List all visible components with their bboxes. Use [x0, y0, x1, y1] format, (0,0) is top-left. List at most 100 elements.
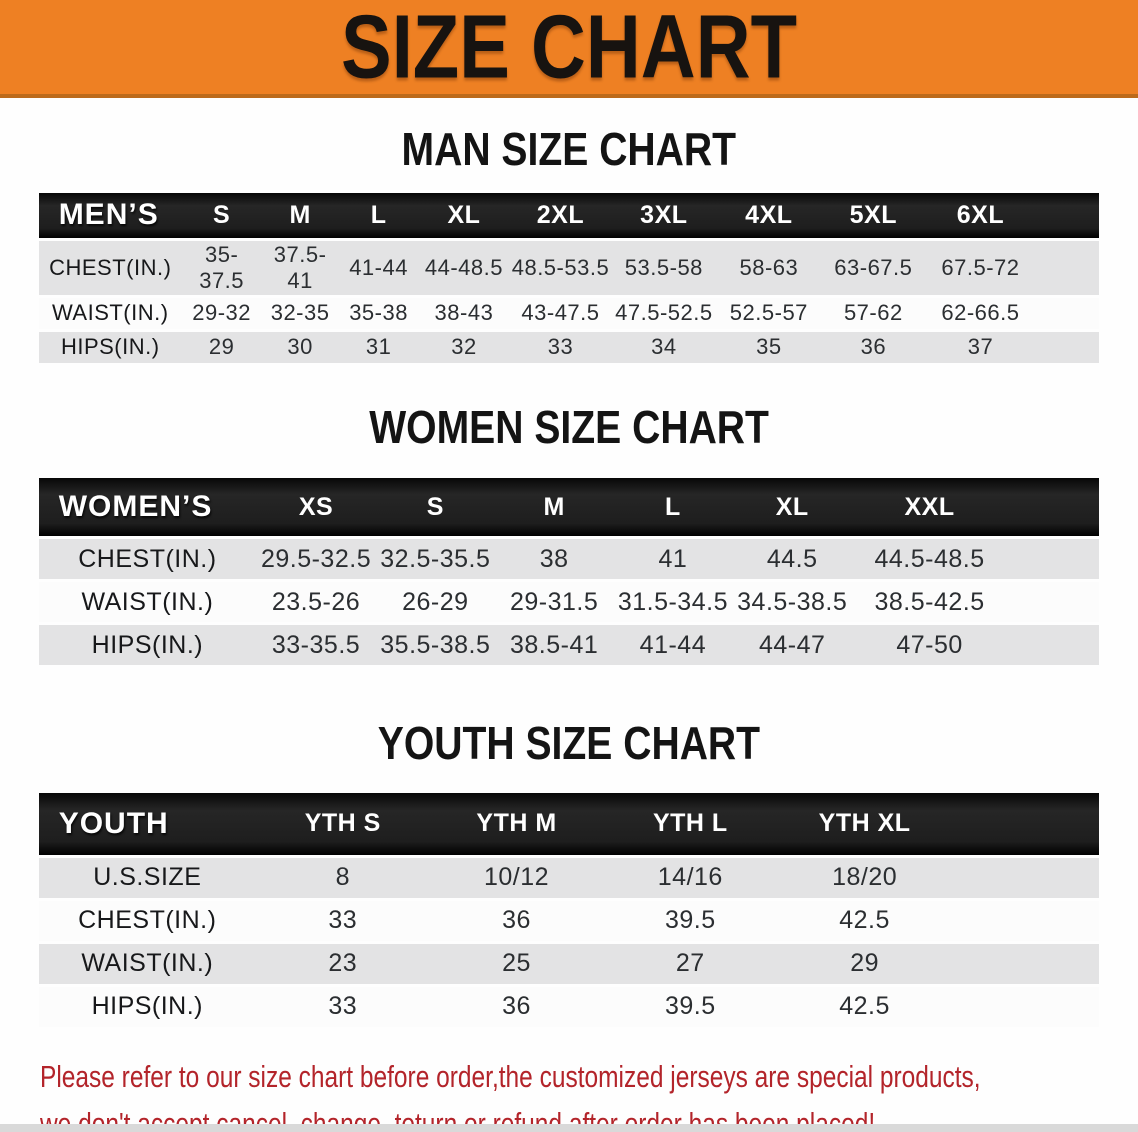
measurement-value: 33 — [255, 986, 430, 1027]
size-column-header: S — [375, 478, 495, 537]
size-column-header: M — [261, 192, 339, 238]
measurement-value: 43-47.5 — [509, 297, 612, 329]
size-column-header: 2XL — [509, 192, 612, 238]
measurement-label: HIPS(IN.) — [38, 331, 182, 363]
measurement-value: 58-63 — [716, 240, 822, 295]
women-section-title: WOMEN SIZE CHART — [0, 400, 1138, 454]
row-spacer-cell — [1035, 331, 1100, 363]
table-corner-label: WOMEN’S — [38, 478, 257, 537]
measurement-value: 41 — [613, 539, 733, 580]
measurement-value: 37 — [925, 331, 1036, 363]
measurement-row: U.S.SIZE 8 10/12 14/16 18/20 — [38, 857, 1100, 898]
measurement-value: 38 — [494, 539, 614, 580]
youth-size-table: YOUTH YTH S YTH M YTH L YTH XL U.S.SIZE 8 10/12… — [38, 790, 1100, 1030]
measurement-value: 33 — [509, 331, 612, 363]
measurement-row: WAIST(IN.) 23 25 27 29 — [38, 943, 1100, 984]
size-column-header: 5XL — [821, 192, 926, 238]
measurement-value: 39.5 — [603, 900, 778, 941]
measurement-value: 32 — [418, 331, 510, 363]
measurement-value: 47-50 — [852, 625, 1007, 666]
measurement-row: WAIST(IN.) 29-32 32-35 35-38 38-43 43-47.5 47.… — [38, 297, 1100, 329]
measurement-value: 33 — [255, 900, 430, 941]
measurement-value: 41-44 — [613, 625, 733, 666]
measurement-label: WAIST(IN.) — [38, 297, 182, 329]
page-title-text: SIZE CHART — [341, 0, 797, 98]
women-size-section: WOMEN SIZE CHART WOMEN’S XS S M L XL XXL CHEST(… — [0, 400, 1138, 669]
measurement-label: WAIST(IN.) — [38, 943, 256, 984]
measurement-value: 29-31.5 — [494, 582, 614, 623]
measurement-value: 47.5-52.5 — [611, 297, 717, 329]
size-column-header: M — [494, 478, 614, 537]
row-spacer-cell — [952, 986, 1100, 1027]
row-spacer-cell — [952, 857, 1100, 898]
measurement-value: 63-67.5 — [821, 240, 926, 295]
measurement-value: 42.5 — [777, 900, 952, 941]
measurement-value: 35-37.5 — [181, 240, 262, 295]
measurement-value: 34.5-38.5 — [732, 582, 853, 623]
men-section-title-text: MAN SIZE CHART — [401, 123, 737, 175]
bottom-edge-strip — [0, 1124, 1138, 1132]
measurement-value: 26-29 — [375, 582, 495, 623]
measurement-value: 30 — [261, 331, 339, 363]
measurement-value: 36 — [429, 986, 604, 1027]
size-header-row: WOMEN’S XS S M L XL XXL — [38, 478, 1100, 537]
measurement-value: 31.5-34.5 — [613, 582, 733, 623]
measurement-value: 18/20 — [777, 857, 952, 898]
table-corner-label: YOUTH — [38, 792, 256, 855]
header-spacer-cell — [952, 792, 1100, 855]
measurement-row: CHEST(IN.) 35-37.5 37.5-41 41-44 44-48.5 48.5… — [38, 240, 1100, 295]
measurement-value: 37.5-41 — [261, 240, 339, 295]
row-spacer-cell — [952, 900, 1100, 941]
measurement-value: 35-38 — [338, 297, 419, 329]
measurement-row: HIPS(IN.) 33 36 39.5 42.5 — [38, 986, 1100, 1027]
measurement-value: 14/16 — [603, 857, 778, 898]
measurement-value: 57-62 — [821, 297, 926, 329]
measurement-value: 44.5-48.5 — [852, 539, 1007, 580]
size-column-header: XS — [256, 478, 376, 537]
page-title: SIZE CHART — [269, 0, 869, 97]
women-size-table: WOMEN’S XS S M L XL XXL CHEST(IN.) 29.5-32.5 32.5… — [38, 475, 1100, 668]
measurement-value: 67.5-72 — [925, 240, 1036, 295]
measurement-label: U.S.SIZE — [38, 857, 256, 898]
measurement-value: 44.5 — [732, 539, 853, 580]
size-column-header: YTH L — [603, 792, 778, 855]
measurement-row: HIPS(IN.) 29 30 31 32 33 34 35 36 37 — [38, 331, 1100, 363]
measurement-row: CHEST(IN.) 33 36 39.5 42.5 — [38, 900, 1100, 941]
header-spacer-cell — [1006, 478, 1100, 537]
size-column-header: L — [613, 478, 733, 537]
measurement-value: 36 — [821, 331, 926, 363]
measurement-value: 31 — [338, 331, 419, 363]
measurement-value: 53.5-58 — [611, 240, 717, 295]
measurement-value: 29 — [777, 943, 952, 984]
size-column-header: YTH M — [429, 792, 604, 855]
size-column-header: 4XL — [716, 192, 822, 238]
measurement-value: 42.5 — [777, 986, 952, 1027]
row-spacer-cell — [952, 943, 1100, 984]
disclaimer-line: Please refer to our size chart before or… — [40, 1058, 1138, 1097]
women-section-title-text: WOMEN SIZE CHART — [369, 400, 769, 453]
measurement-row: CHEST(IN.) 29.5-32.5 32.5-35.5 38 41 44.5 44.5… — [38, 539, 1100, 580]
size-column-header: 3XL — [611, 192, 717, 238]
row-spacer-cell — [1035, 240, 1100, 295]
measurement-row: WAIST(IN.) 23.5-26 26-29 29-31.5 31.5-34.5 34… — [38, 582, 1100, 623]
row-spacer-cell — [1006, 582, 1100, 623]
measurement-value: 39.5 — [603, 986, 778, 1027]
disclaimer: Please refer to our size chart before or… — [0, 1058, 1138, 1132]
measurement-value: 44-47 — [732, 625, 853, 666]
measurement-value: 33-35.5 — [256, 625, 376, 666]
row-spacer-cell — [1035, 297, 1100, 329]
measurement-value: 38.5-41 — [494, 625, 614, 666]
youth-section-title: YOUTH SIZE CHART — [0, 718, 1138, 770]
measurement-value: 29 — [181, 331, 262, 363]
measurement-value: 36 — [429, 900, 604, 941]
size-column-header: YTH XL — [777, 792, 952, 855]
measurement-label: CHEST(IN.) — [38, 900, 256, 941]
measurement-value: 35.5-38.5 — [375, 625, 495, 666]
measurement-value: 34 — [611, 331, 717, 363]
youth-section-title-text: YOUTH SIZE CHART — [377, 717, 761, 770]
measurement-row: HIPS(IN.) 33-35.5 35.5-38.5 38.5-41 41-44 44-… — [38, 625, 1100, 666]
measurement-value: 62-66.5 — [925, 297, 1036, 329]
measurement-label: CHEST(IN.) — [38, 539, 257, 580]
measurement-value: 38-43 — [418, 297, 510, 329]
measurement-value: 32-35 — [261, 297, 339, 329]
